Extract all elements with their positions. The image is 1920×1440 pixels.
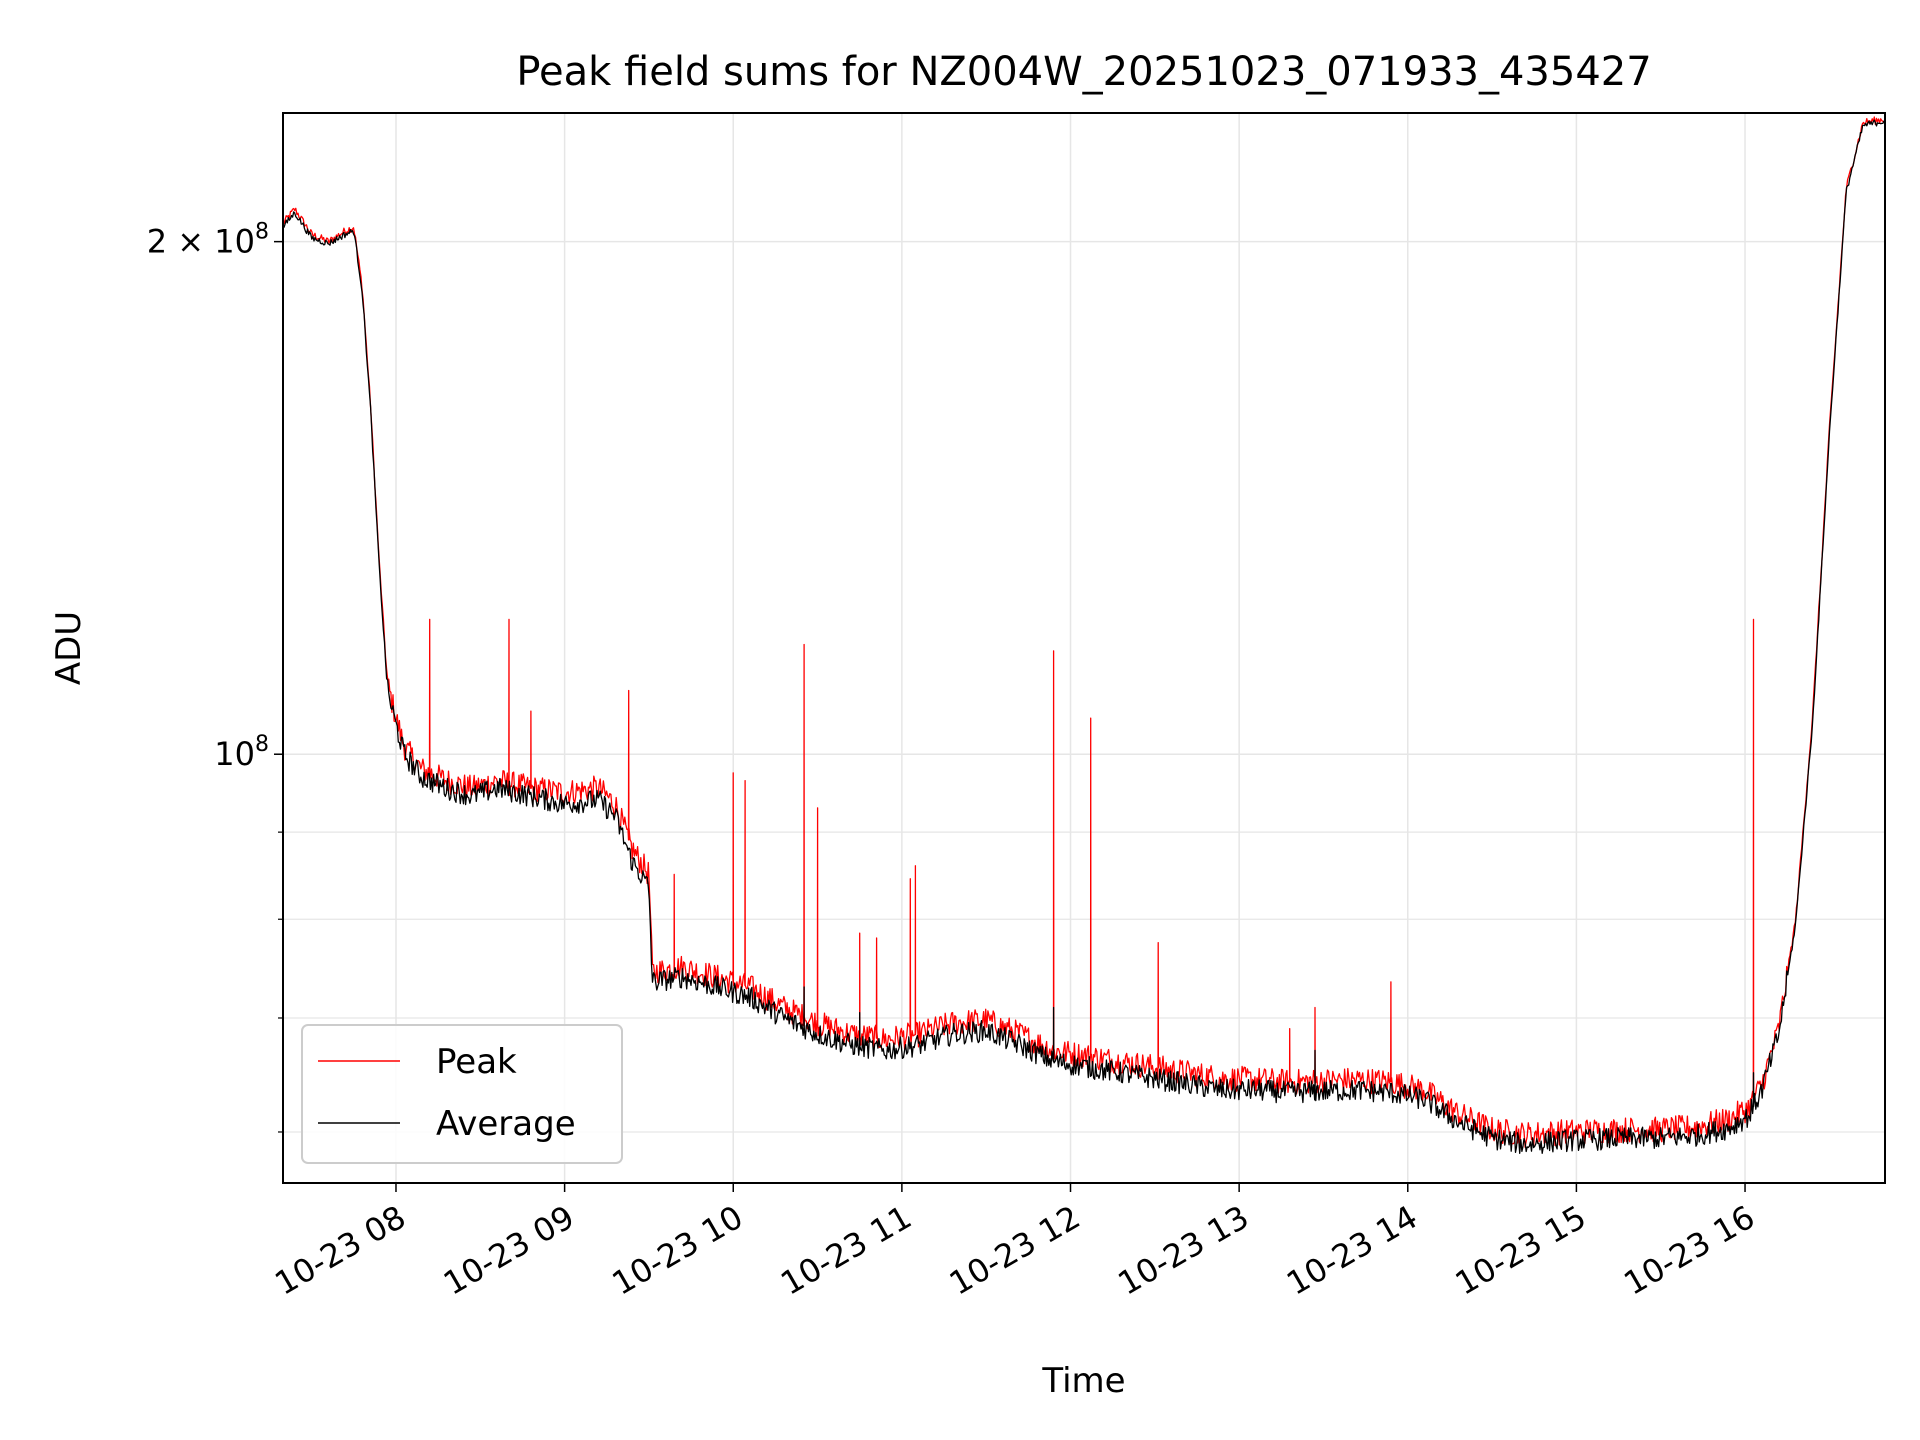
grid (283, 113, 1885, 1183)
series-line-average (283, 119, 1885, 1154)
y-tick-label-base: 10 (214, 735, 255, 773)
legend-peak-label: Peak (436, 1042, 517, 1082)
legend-average-label: Average (436, 1104, 576, 1144)
y-tick-label: 2 × 108 (147, 220, 269, 261)
y-tick-label-exponent: 8 (255, 732, 269, 757)
y-axis-label: ADU (49, 611, 89, 685)
legend-box (301, 1024, 623, 1164)
series-layer (283, 116, 1885, 1154)
y-tick-label-base: 2 × 10 (147, 223, 255, 261)
legend: Peak Average (301, 1024, 623, 1164)
y-tick-label-exponent: 8 (255, 220, 269, 245)
series-line-peak (283, 116, 1885, 1148)
plot-frame (282, 112, 1886, 1184)
y-tick-label: 108 (214, 732, 269, 773)
chart-title: Peak field sums for NZ004W_20251023_0719… (516, 49, 1651, 95)
x-axis-label: Time (1041, 1361, 1125, 1401)
